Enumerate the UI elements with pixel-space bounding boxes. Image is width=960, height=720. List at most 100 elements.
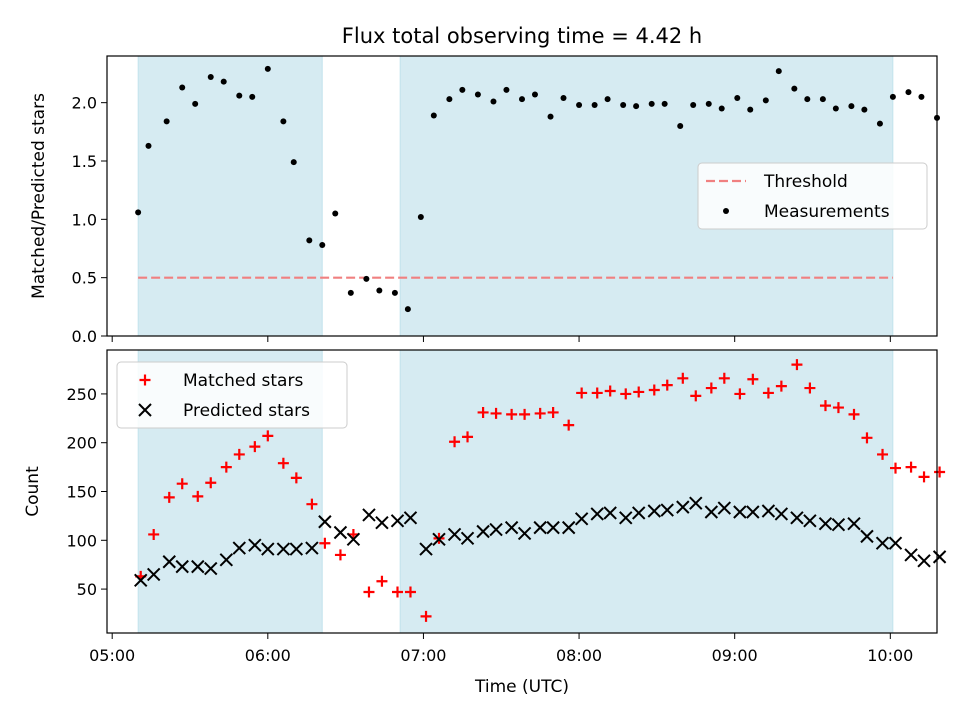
data-point (404, 306, 411, 313)
data-point (831, 517, 846, 532)
x-tick-label: 09:00 (712, 646, 758, 665)
data-point (648, 384, 660, 396)
data-point (733, 505, 747, 519)
data-point (819, 96, 826, 103)
y-tick-label: 250 (66, 385, 97, 404)
y-tick-label: 50 (77, 580, 97, 599)
legend-matched-handle (139, 374, 151, 386)
data-point (603, 506, 617, 520)
axes-frame (106, 55, 938, 337)
series-matched-stars (135, 359, 946, 622)
data-point (876, 120, 883, 127)
data-point (888, 536, 903, 550)
observing-interval-0 (137, 55, 323, 337)
data-point (392, 586, 403, 598)
data-point (632, 506, 646, 520)
data-point (534, 407, 546, 419)
data-point (546, 520, 560, 535)
data-point (590, 507, 604, 521)
data-point (306, 498, 318, 510)
data-point (591, 102, 598, 108)
data-point (477, 406, 489, 418)
data-point (264, 65, 271, 72)
data-point (280, 118, 287, 125)
data-point (191, 559, 205, 574)
data-point (363, 275, 370, 282)
data-point (347, 289, 354, 296)
data-point (503, 86, 510, 93)
legend-label: Measurements (764, 202, 890, 222)
data-point (832, 105, 839, 112)
x-tick-label: 07:00 (400, 646, 446, 665)
data-point (462, 431, 474, 443)
data-point (519, 408, 531, 420)
data-point (932, 550, 947, 564)
data-point (775, 380, 787, 392)
y-tick-label: 0.0 (72, 327, 97, 346)
data-point (547, 113, 554, 120)
x-axis-label: Time (UTC) (474, 677, 569, 697)
x-tick-label: 08:00 (556, 646, 602, 665)
data-point (734, 95, 741, 101)
data-point (918, 93, 925, 100)
data-point (417, 214, 424, 220)
data-point (918, 471, 930, 483)
data-point (474, 91, 481, 98)
data-point (319, 537, 331, 549)
data-point (917, 554, 931, 568)
legend-box (116, 361, 348, 429)
y-tick-label: 100 (66, 531, 97, 550)
legend-label: Matched stars (183, 371, 303, 391)
data-point (146, 567, 161, 582)
data-point (305, 541, 319, 555)
data-point (220, 78, 227, 85)
data-point (848, 408, 860, 420)
legend-label: Threshold (763, 172, 848, 192)
data-point (905, 461, 917, 473)
data-point (179, 84, 186, 91)
data-point (277, 457, 289, 469)
data-point (391, 289, 398, 296)
data-point (620, 102, 627, 108)
data-point (832, 402, 844, 414)
data-point (604, 96, 611, 103)
data-point (804, 96, 811, 103)
data-point (362, 508, 376, 522)
data-point (677, 123, 684, 129)
y-tick-label: 0.5 (72, 269, 97, 288)
data-point (677, 372, 689, 384)
data-point (332, 210, 339, 217)
data-point (446, 96, 453, 103)
data-point (560, 95, 567, 101)
data-point (861, 432, 873, 444)
data-point (459, 86, 466, 93)
data-point (604, 385, 616, 397)
data-point (689, 496, 703, 510)
data-point (875, 536, 890, 550)
data-point (574, 512, 589, 526)
data-point (163, 118, 170, 125)
data-point (262, 430, 274, 442)
data-point (135, 209, 142, 216)
data-point (660, 503, 674, 517)
data-point (306, 237, 313, 244)
legend-label: Predicted stars (183, 401, 310, 421)
data-point (934, 466, 946, 478)
data-point (619, 511, 633, 525)
data-point (176, 478, 188, 490)
data-point (175, 559, 189, 574)
data-point (747, 373, 759, 385)
data-point (661, 100, 668, 107)
data-point (533, 520, 547, 535)
count-plot: 50 100 150 200 250 05:00 06:00 07:00 08:00 09:00 1… (23, 349, 947, 665)
data-point (236, 92, 243, 99)
data-point (376, 575, 388, 587)
data-point (734, 388, 746, 400)
data-point (334, 549, 346, 561)
data-point (717, 501, 732, 515)
data-point (318, 515, 332, 529)
series-predicted-stars (134, 496, 947, 588)
data-point (490, 407, 502, 419)
y-axis-label: Matched/Predicted stars (29, 93, 49, 299)
data-point (403, 511, 418, 525)
